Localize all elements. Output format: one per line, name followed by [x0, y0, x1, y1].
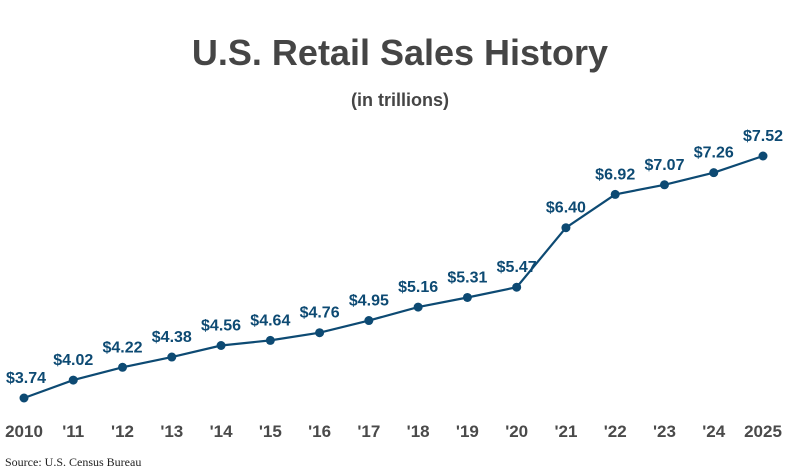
data-point [167, 352, 177, 362]
x-tick-label: '22 [604, 422, 627, 441]
data-label: $4.22 [103, 339, 143, 356]
x-tick-label: 2025 [744, 422, 782, 441]
data-label: $7.26 [694, 145, 734, 162]
data-point [265, 335, 275, 345]
data-point [758, 151, 768, 161]
x-tick-label: '23 [653, 422, 676, 441]
data-label: $6.92 [595, 166, 635, 183]
data-label: $4.76 [300, 305, 340, 322]
data-point [561, 223, 571, 233]
x-tick-label: '11 [62, 422, 84, 441]
data-label: $5.16 [398, 279, 438, 296]
data-label: $7.52 [743, 128, 783, 145]
data-label: $4.64 [250, 312, 290, 329]
x-tick-label: '12 [111, 422, 134, 441]
data-label: $6.40 [546, 200, 586, 217]
data-point [315, 328, 325, 338]
data-label: $4.56 [201, 318, 241, 335]
data-label: $5.31 [447, 269, 487, 286]
data-point [364, 316, 374, 326]
x-tick-label: '15 [259, 422, 282, 441]
source-note: Source: U.S. Census Bureau [5, 455, 142, 469]
x-tick-label: '20 [505, 422, 528, 441]
x-tick-label: 2010 [5, 422, 43, 441]
series-line [23, 154, 764, 400]
data-point [709, 168, 719, 178]
data-point [462, 292, 472, 302]
data-point [512, 282, 522, 292]
x-tick-label: '21 [554, 422, 577, 441]
data-label: $4.38 [152, 329, 192, 346]
x-tick-label: '14 [210, 422, 233, 441]
data-point [216, 341, 226, 351]
x-tick-label: '18 [407, 422, 430, 441]
x-tick-label: '13 [160, 422, 183, 441]
x-tick-label: '19 [456, 422, 479, 441]
data-label: $4.02 [53, 352, 93, 369]
data-label: $7.07 [644, 157, 684, 174]
data-point [118, 362, 128, 372]
data-point [413, 302, 423, 312]
chart-subtitle: (in trillions) [351, 90, 449, 110]
data-point [659, 180, 669, 190]
x-tick-label: '17 [357, 422, 380, 441]
chart-title: U.S. Retail Sales History [191, 32, 609, 73]
data-point [68, 375, 78, 385]
data-label: $4.95 [349, 293, 389, 310]
x-tick-label: '24 [702, 422, 725, 441]
data-point [610, 189, 620, 199]
x-tick-label: '16 [308, 422, 331, 441]
data-label: $5.47 [497, 259, 537, 276]
data-point [19, 393, 29, 403]
data-label: $3.74 [6, 370, 46, 387]
